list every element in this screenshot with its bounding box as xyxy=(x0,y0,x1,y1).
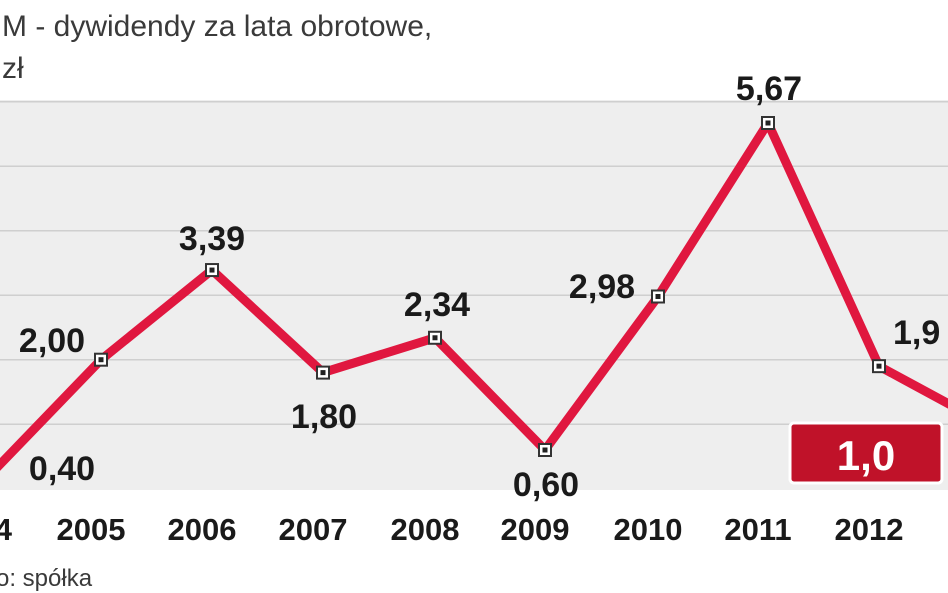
data-point-marker-core xyxy=(209,267,215,273)
data-label: 2,00 xyxy=(19,322,85,360)
data-point-marker-core xyxy=(320,370,326,376)
x-tick-label: 2006 xyxy=(168,512,237,547)
data-point-marker-core xyxy=(655,293,661,299)
x-tick-label: 2007 xyxy=(279,512,348,547)
chart-title: M - dywidendy za lata obrotowe, xyxy=(2,10,432,43)
data-label: 5,67 xyxy=(736,70,802,108)
chart-unit: zł xyxy=(2,52,24,85)
series-line xyxy=(0,118,948,471)
x-tick-label: 2012 xyxy=(835,512,904,547)
x-tick-label: 2011 xyxy=(724,512,791,547)
data-label: 2,34 xyxy=(404,286,470,324)
x-tick-label: 4 xyxy=(0,512,13,547)
data-point-marker-core xyxy=(542,447,548,453)
x-tick-label: 2005 xyxy=(57,512,126,547)
data-point-marker-core xyxy=(876,363,882,369)
data-label: 0,60 xyxy=(513,466,579,504)
gridlines xyxy=(0,100,948,425)
data-label: 1,80 xyxy=(291,398,357,436)
data-point-marker-core xyxy=(98,357,104,363)
highlight-box: 1,0 xyxy=(788,421,944,485)
data-point-marker-core xyxy=(432,335,438,341)
x-tick-label: 2008 xyxy=(391,512,460,547)
data-labels: 0,40 2,00 3,39 1,80 2,34 0,60 2,98 5,67 1,9 xyxy=(19,70,940,504)
data-label: 0,40 xyxy=(29,450,95,488)
data-point-marker-core xyxy=(765,120,771,126)
data-label: 3,39 xyxy=(179,220,245,258)
highlight-value: 1,0 xyxy=(837,432,895,479)
x-tick-label: 2009 xyxy=(501,512,570,547)
highlight-box-bg xyxy=(788,421,944,485)
x-tick-label: 2010 xyxy=(614,512,683,547)
data-label: 2,98 xyxy=(569,268,635,306)
series-dividends xyxy=(0,116,948,471)
source-note: o: spółka xyxy=(0,565,93,592)
data-label: 1,9 xyxy=(893,314,940,352)
x-axis-ticks: 4 2005 2006 2007 2008 2009 2010 2011 2012 xyxy=(0,512,903,547)
